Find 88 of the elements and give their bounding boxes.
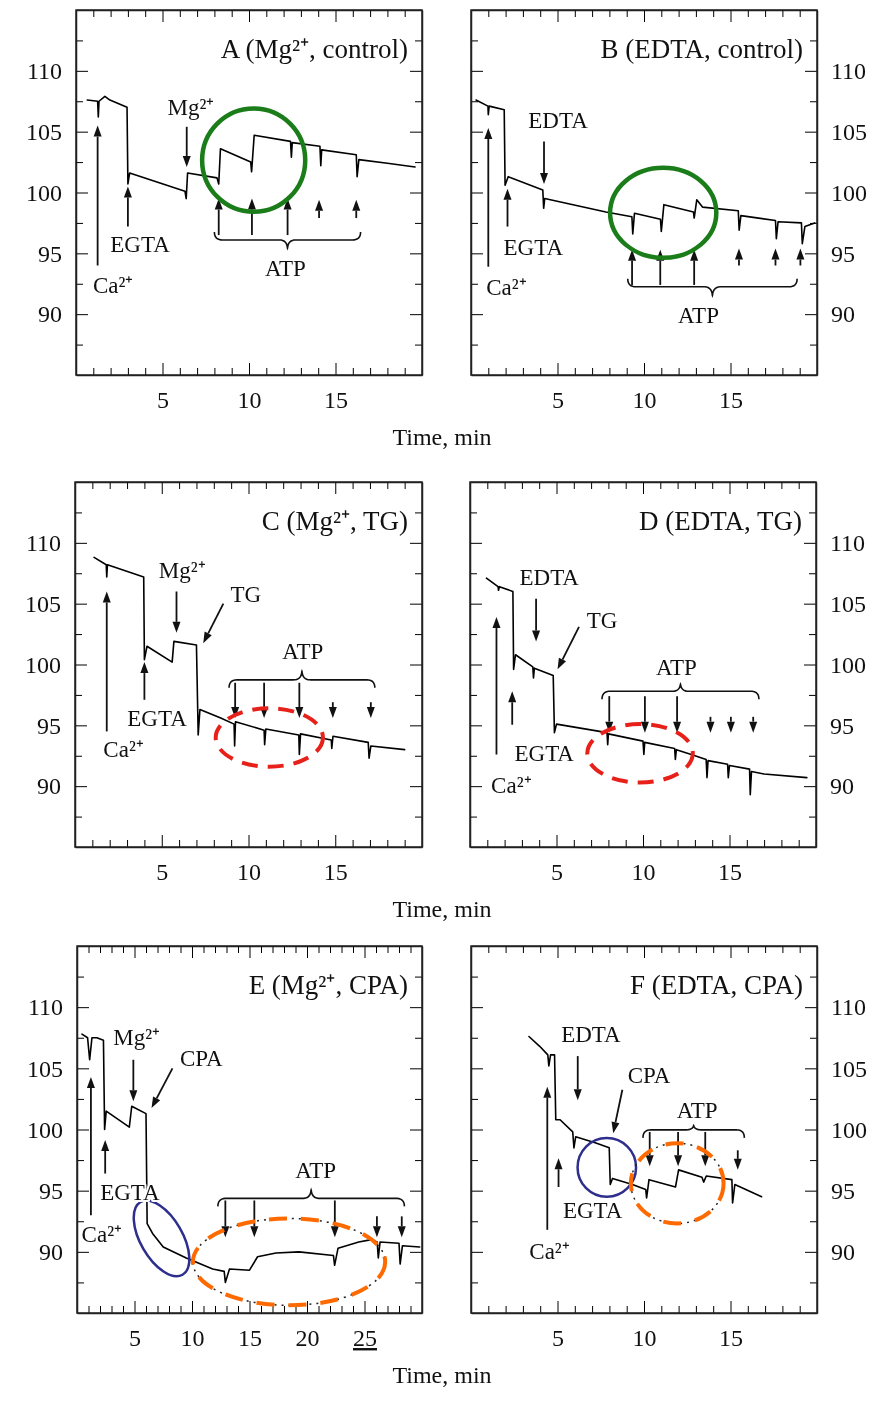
y-tick-label: 105 [27, 1055, 63, 1082]
x-tick-label: 5 [552, 387, 564, 414]
annotation: Mg²⁺ [167, 95, 215, 121]
annotation: ATP [678, 303, 719, 329]
text: D (EDTA, TG) [638, 506, 802, 536]
x-tick-label: 5 [551, 859, 563, 886]
x-tick-label: 25 [353, 1325, 377, 1352]
x-tick-label: 10 [631, 859, 656, 886]
text: E (Mg²⁺, CPA) [248, 970, 408, 1000]
x-tick-label: 5 [156, 859, 169, 886]
line-series [93, 556, 406, 759]
y-tick-label: 95 [37, 712, 61, 739]
y-tick-label: 95 [39, 1177, 63, 1204]
x-axis-title: Time, min [392, 1362, 492, 1388]
x-tick-label: 15 [238, 1325, 262, 1352]
y-tick-label: 110 [831, 994, 867, 1021]
x-tick-label: 10 [632, 387, 657, 414]
annotation: ATP [655, 654, 697, 680]
y-tick-label: 110 [830, 530, 866, 557]
y-tick-label: 110 [27, 994, 63, 1021]
y-tick-label: 100 [830, 651, 866, 678]
y-tick-label: 90 [38, 301, 62, 328]
y-tick-label: 110 [26, 58, 62, 85]
y-tick-label: 105 [25, 590, 61, 617]
annotation: CPA [179, 1045, 223, 1071]
y-tick-label: 90 [39, 1239, 63, 1266]
annotation: Ca²⁺ [529, 1238, 570, 1264]
x-tick-label: 10 [632, 1325, 657, 1352]
x-tick-label: 15 [719, 387, 743, 414]
x-tick-label: 10 [237, 387, 262, 414]
annotation: EDTA [528, 107, 589, 133]
annotation: EGTA [514, 741, 575, 767]
x-tick-label: 20 [295, 1325, 320, 1352]
annotation: CPA [627, 1062, 671, 1088]
annotation: Mg²⁺ [113, 1024, 161, 1050]
annotation: Ca²⁺ [486, 274, 527, 300]
annotation: EDTA [561, 1022, 622, 1048]
y-tick-label: 90 [830, 773, 854, 800]
annotation: ATP [295, 1157, 337, 1183]
y-tick-label: 110 [831, 58, 867, 85]
annotation: Ca²⁺ [103, 736, 144, 762]
y-tick-label: 90 [831, 301, 855, 328]
text: B (EDTA, control) [600, 34, 803, 64]
y-tick-label: 95 [831, 240, 855, 267]
annotation: ATP [676, 1097, 718, 1123]
annotation: ATP [264, 255, 306, 281]
x-axis-title: Time, min [392, 424, 492, 450]
y-tick-label: 95 [38, 240, 62, 267]
annotation: Ca²⁺ [81, 1221, 123, 1247]
annotation: EGTA [127, 706, 188, 732]
y-tick-label: 95 [830, 712, 854, 739]
line-series [86, 95, 416, 200]
annotation: TG [230, 581, 262, 607]
text: A (Mg²⁺, control) [220, 34, 408, 64]
annotation: TG [586, 607, 618, 633]
y-tick-label: 100 [26, 179, 62, 206]
y-tick-label: 105 [831, 118, 867, 145]
y-tick-label: 95 [831, 1177, 855, 1204]
y-tick-label: 105 [831, 1055, 867, 1082]
y-tick-label: 110 [25, 530, 61, 557]
text: C (Mg²⁺, TG) [261, 506, 408, 536]
y-tick-label: 90 [831, 1239, 855, 1266]
y-tick-label: 100 [25, 651, 61, 678]
x-tick-label: 15 [324, 387, 348, 414]
annotation: EGTA [562, 1198, 623, 1224]
annotation: Ca²⁺ [92, 273, 134, 299]
annotation: EGTA [110, 231, 171, 257]
annotation: EDTA [519, 564, 580, 590]
annotation: Ca²⁺ [491, 773, 532, 798]
y-tick-label: 100 [831, 1116, 867, 1143]
annotation: EGTA [503, 235, 564, 261]
y-tick-label: 105 [830, 590, 866, 617]
x-tick-label: 10 [180, 1325, 205, 1352]
x-axis-title: Time, min [392, 896, 492, 922]
x-tick-label: 10 [237, 859, 261, 886]
x-tick-label: 5 [157, 387, 169, 414]
x-tick-label: 5 [552, 1325, 564, 1352]
annotation: ATP [282, 639, 324, 665]
annotation: Mg²⁺ [158, 557, 206, 583]
x-tick-label: 5 [129, 1325, 141, 1352]
y-tick-label: 100 [831, 179, 867, 206]
y-tick-label: 100 [27, 1116, 63, 1143]
x-tick-label: 15 [719, 1325, 743, 1352]
y-tick-label: 90 [37, 773, 61, 800]
x-tick-label: 15 [718, 859, 742, 886]
text: F (EDTA, CPA) [629, 970, 803, 1000]
y-tick-label: 105 [26, 118, 62, 145]
x-tick-label: 15 [323, 859, 348, 886]
